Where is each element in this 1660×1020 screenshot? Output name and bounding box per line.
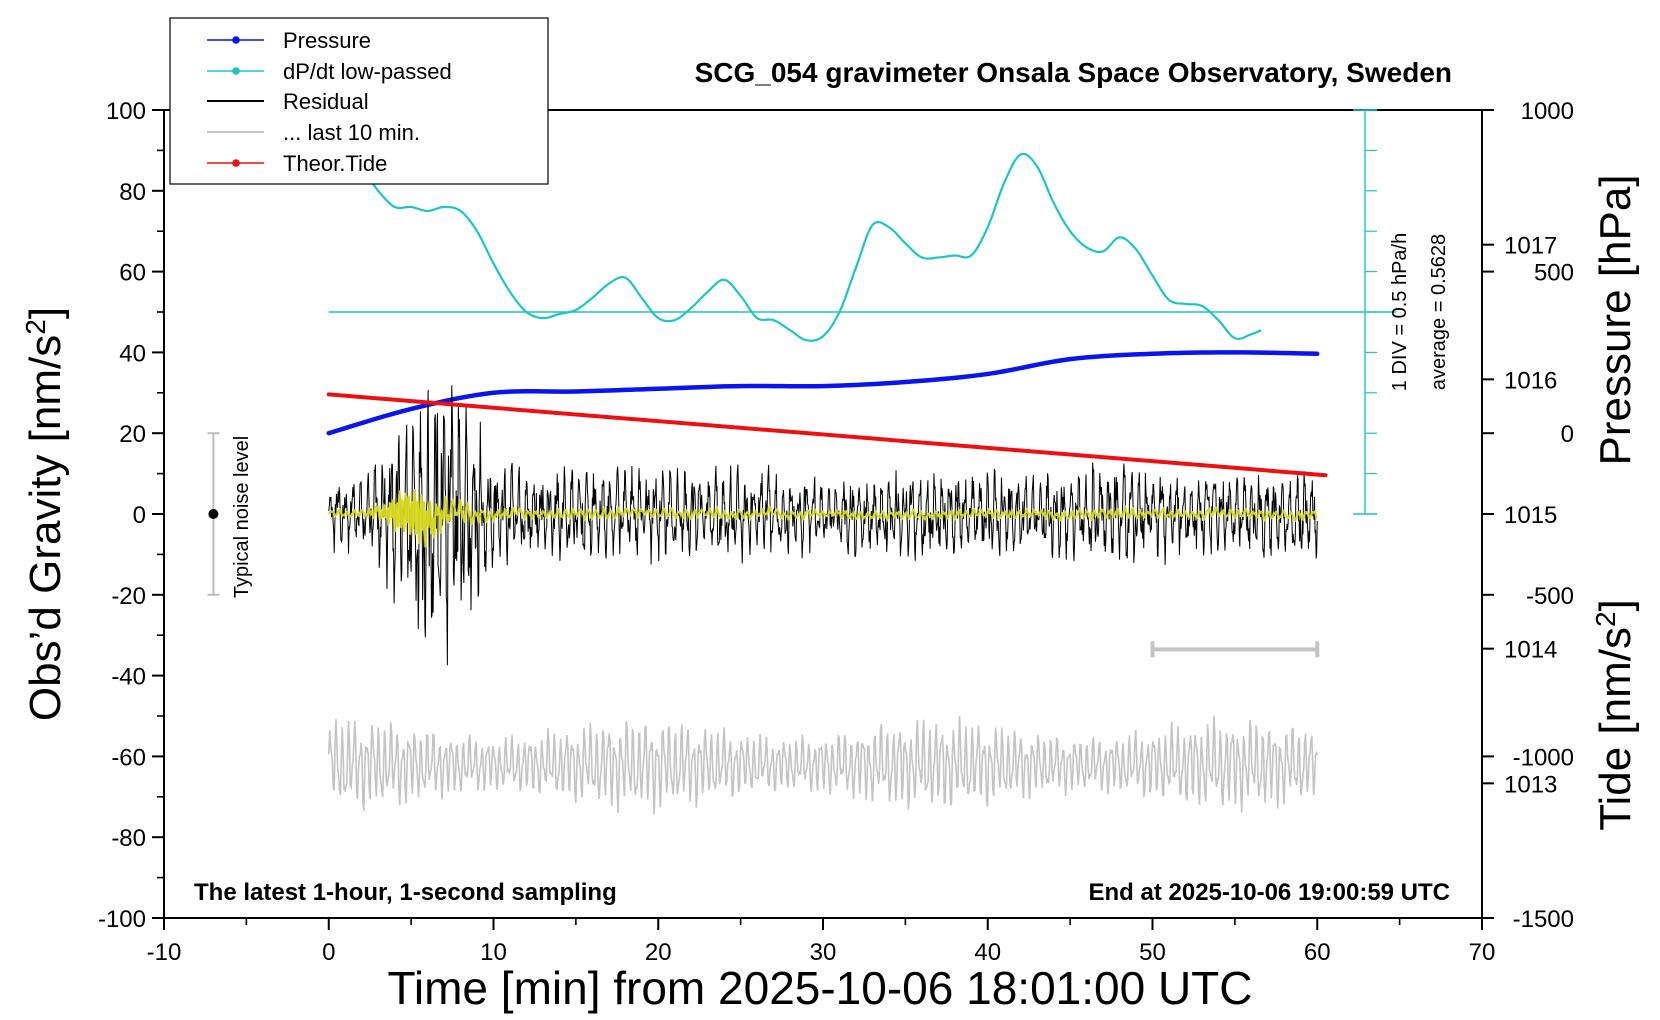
legend-item-dpdt: dP/dt low-passed: [207, 59, 452, 84]
div-label: 1 DIV = 0.5 hPa/h: [1389, 233, 1411, 391]
pressure-series-line: [326, 350, 1320, 436]
tide-tick-label-3: -500: [1526, 583, 1574, 610]
y-left-tick-label-3: 40: [119, 340, 146, 367]
y-left-tick-label-6: -20: [111, 583, 146, 610]
end-time-note: End at 2025-10-06 19:00:59 UTC: [1089, 879, 1451, 906]
pressure-tick-label-1: 1016: [1504, 367, 1557, 394]
legend-dpdt-marker: [232, 67, 240, 75]
x-tick-label-6: 50: [1139, 939, 1166, 966]
last10-series-line: [327, 715, 1318, 815]
average-label: average = 0.5628: [1428, 234, 1450, 390]
y-left-tick-label-2: 60: [119, 260, 146, 287]
pressure-tick-label-0: 1017: [1504, 233, 1557, 260]
y-axis-label-left: Obs’d Gravity [nm/s2]: [20, 307, 71, 721]
y-axis-label-pressure: Pressure [hPa]: [1591, 174, 1640, 465]
sampling-note: The latest 1-hour, 1-second sampling: [194, 879, 617, 906]
tide-tick-label-2: 0: [1561, 421, 1574, 448]
legend-item-last10: ... last 10 min.: [207, 120, 420, 145]
chart-title: SCG_054 gravimeter Onsala Space Observat…: [695, 57, 1452, 88]
x-tick-label-5: 40: [974, 939, 1001, 966]
axes-layer: -10 0 10 20 30 40 50 60 70100806040200-20-40-60-…: [98, 98, 1574, 966]
noise-label: Typical noise level: [231, 436, 253, 598]
y-left-tick-label-7: -40: [111, 664, 146, 691]
tide-series-line: [326, 392, 1328, 478]
pressure-tick-label-4: 1013: [1504, 771, 1557, 798]
x-tick-label-3: 20: [645, 939, 672, 966]
legend-pressure-marker: [232, 36, 240, 44]
x-tick-label-4: 30: [810, 939, 837, 966]
y-left-tick-label-8: -60: [111, 744, 146, 771]
legend-item-residual: Residual: [207, 89, 369, 114]
x-axis-label: Time [min] from 2025-10-06 18:01:00 UTC: [388, 962, 1253, 1014]
x-tick-label-0: -10: [147, 939, 182, 966]
y-left-tick-label-5: 0: [133, 502, 146, 529]
y-left-tick-label-4: 20: [119, 421, 146, 448]
noise-center-dot: [208, 509, 219, 519]
y-left-tick-label-1: 80: [119, 179, 146, 206]
legend: Pressure dP/dt low-passed Residual ... l…: [169, 17, 549, 185]
tide-tick-label-0: 1000: [1521, 98, 1574, 125]
dpdt-series-line: [369, 152, 1262, 342]
y-left-tick-label-9: -80: [111, 825, 146, 852]
legend-item-pressure: Pressure: [207, 28, 371, 53]
y-axis-label-tide: Tide [nm/s2]: [1590, 599, 1641, 831]
legend-last10-label: ... last 10 min.: [283, 120, 420, 145]
x-tick-label-7: 60: [1304, 939, 1331, 966]
residual-series-line: [328, 385, 1318, 666]
pressure-tick-label-3: 1014: [1504, 637, 1557, 664]
annotation-layer: [207, 109, 1378, 658]
y-left-tick-label-10: -100: [98, 906, 146, 933]
legend-tide-marker: [232, 159, 240, 167]
residual-lowpass-line: [328, 488, 1318, 548]
legend-item-tide: Theor.Tide: [207, 151, 387, 176]
x-tick-label-1: 0: [322, 939, 335, 966]
legend-pressure-label: Pressure: [283, 28, 371, 53]
tide-tick-label-1: 500: [1534, 260, 1574, 287]
series-layer: [326, 152, 1397, 815]
legend-residual-label: Residual: [283, 89, 369, 114]
x-tick-label-2: 10: [480, 939, 507, 966]
y-left-tick-label-0: 100: [106, 98, 146, 125]
x-tick-label-8: 70: [1469, 939, 1496, 966]
pressure-tick-label-2: 1015: [1504, 502, 1557, 529]
tide-tick-label-4: -1000: [1513, 744, 1574, 771]
legend-tide-label: Theor.Tide: [283, 151, 387, 176]
tide-tick-label-5: -1500: [1513, 906, 1574, 933]
legend-dpdt-label: dP/dt low-passed: [283, 59, 452, 84]
